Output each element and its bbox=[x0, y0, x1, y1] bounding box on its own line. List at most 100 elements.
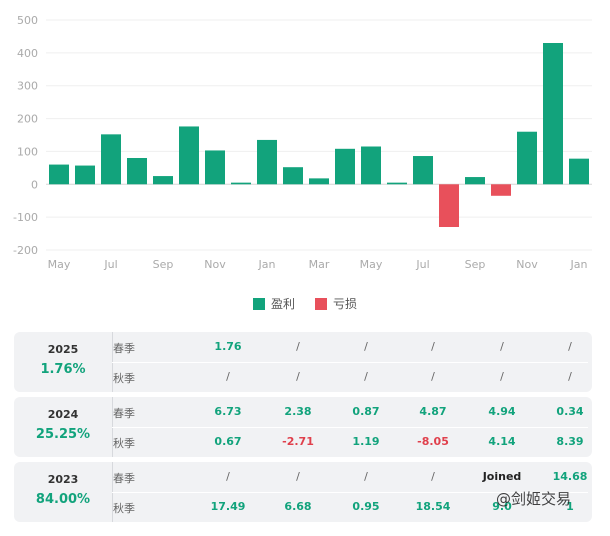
y-tick-label: 200 bbox=[17, 113, 38, 126]
y-tick-label: 100 bbox=[17, 145, 38, 158]
year-card-2025: 2025 1.76% 春季 1.76 / / / / / 秋季 / / / / / / bbox=[14, 332, 592, 392]
bar-profit[interactable] bbox=[517, 131, 537, 185]
bar-profit[interactable] bbox=[543, 43, 563, 185]
divider bbox=[112, 492, 588, 493]
return-cell: 9.0 bbox=[492, 500, 512, 513]
year-summary: 2025 1.76% bbox=[14, 332, 112, 392]
x-tick-label: May bbox=[360, 258, 383, 271]
return-cell: 2.38 bbox=[284, 405, 312, 418]
season-label: 春季 bbox=[113, 407, 135, 420]
return-cell: / bbox=[364, 370, 368, 383]
return-cell: -2.71 bbox=[282, 435, 314, 448]
bar-profit[interactable] bbox=[179, 126, 199, 185]
return-cell: 6.68 bbox=[284, 500, 312, 513]
return-cell: / bbox=[364, 340, 368, 353]
season-label: 春季 bbox=[113, 472, 135, 485]
legend-item-loss[interactable]: 亏损 bbox=[315, 295, 357, 312]
season-label: 秋季 bbox=[113, 502, 135, 515]
season-label: 秋季 bbox=[113, 372, 135, 385]
return-cell: Joined bbox=[482, 470, 522, 483]
return-cell: / bbox=[500, 340, 504, 353]
bar-profit[interactable] bbox=[257, 139, 277, 185]
return-cell: 4.87 bbox=[419, 405, 447, 418]
y-tick-label: -200 bbox=[13, 244, 38, 257]
return-cell: 1 bbox=[566, 500, 574, 513]
bar-profit[interactable] bbox=[127, 158, 147, 185]
x-tick-label: Mar bbox=[309, 258, 330, 271]
year-card-2023: 2023 84.00% 春季 / / / / Joined 14.68 秋季 17.49 6.68 0.… bbox=[14, 462, 592, 522]
return-cell: 4.14 bbox=[488, 435, 516, 448]
return-cell: 1.19 bbox=[352, 435, 380, 448]
return-cell: / bbox=[431, 340, 435, 353]
year-return-percent: 25.25% bbox=[35, 427, 91, 442]
return-cell: / bbox=[568, 340, 572, 353]
legend-item-profit[interactable]: 盈利 bbox=[252, 295, 295, 312]
bar-profit[interactable] bbox=[75, 165, 95, 185]
x-tick-label: Jan bbox=[570, 258, 588, 271]
bar-profit[interactable] bbox=[465, 177, 485, 185]
bar-profit[interactable] bbox=[309, 178, 329, 185]
chart-legend: 盈利 亏损 bbox=[0, 295, 610, 312]
y-tick-label: -100 bbox=[13, 211, 38, 224]
return-cell: 0.34 bbox=[556, 405, 584, 418]
bar-profit[interactable] bbox=[101, 134, 121, 185]
y-tick-label: 0 bbox=[31, 178, 38, 191]
bar-loss[interactable] bbox=[491, 184, 511, 196]
divider bbox=[112, 427, 588, 428]
x-tick-label: Jan bbox=[258, 258, 276, 271]
bar-profit[interactable] bbox=[231, 182, 251, 185]
watermark: @剑姬交易 bbox=[496, 490, 572, 508]
x-tick-label: Nov bbox=[204, 258, 226, 271]
season-row: 春季 6.73 2.38 0.87 4.87 4.94 0.34 bbox=[113, 397, 592, 427]
bar-profit[interactable] bbox=[49, 164, 69, 185]
y-tick-label: 500 bbox=[17, 14, 38, 27]
year-return-percent: 1.76% bbox=[40, 362, 86, 377]
bar-profit[interactable] bbox=[205, 150, 225, 185]
year-label: 2023 bbox=[47, 473, 79, 486]
bar-profit[interactable] bbox=[413, 156, 433, 185]
legend-label-profit: 盈利 bbox=[270, 297, 295, 311]
season-label: 春季 bbox=[113, 342, 135, 355]
legend-label-loss: 亏损 bbox=[333, 297, 358, 311]
return-cell: / bbox=[226, 370, 230, 383]
year-label: 2024 bbox=[47, 408, 79, 421]
bar-profit[interactable] bbox=[387, 182, 407, 185]
x-tick-label: Jul bbox=[103, 258, 117, 271]
return-cell: 14.68 bbox=[552, 470, 588, 483]
x-tick-label: May bbox=[48, 258, 71, 271]
bar-profit[interactable] bbox=[283, 167, 303, 185]
monthly-pnl-bar-chart: 500 400 300 200 100 0 -100 -200 May Jul Sep Nov Jan M… bbox=[13, 14, 592, 271]
return-cell: 8.39 bbox=[556, 435, 584, 448]
year-return-percent: 84.00% bbox=[35, 492, 91, 507]
season-row: 春季 / / / / Joined 14.68 bbox=[113, 462, 592, 492]
legend-swatch-loss bbox=[315, 297, 327, 310]
x-tick-label: Sep bbox=[153, 258, 174, 271]
bar-profit[interactable] bbox=[361, 146, 381, 185]
season-row: 秋季 0.67 -2.71 1.19 -8.05 4.14 8.39 bbox=[113, 427, 592, 457]
bar-profit[interactable] bbox=[153, 176, 173, 185]
bar-loss[interactable] bbox=[439, 184, 459, 227]
return-cell: / bbox=[431, 370, 435, 383]
legend-swatch-profit bbox=[252, 297, 265, 310]
x-tick-label: Nov bbox=[516, 258, 538, 271]
return-cell: 17.49 bbox=[210, 500, 246, 513]
return-cell: / bbox=[226, 470, 230, 483]
x-tick-label: Jul bbox=[415, 258, 429, 271]
return-cell: -8.05 bbox=[417, 435, 449, 448]
divider bbox=[112, 362, 588, 363]
season-row: 秋季 / / / / / / bbox=[113, 362, 592, 392]
return-cell: 1.76 bbox=[214, 340, 242, 353]
year-card-2024: 2024 25.25% 春季 6.73 2.38 0.87 4.87 4.94 0.34 秋季 0.… bbox=[14, 397, 592, 457]
return-cell: / bbox=[431, 470, 435, 483]
x-tick-label: Sep bbox=[465, 258, 486, 271]
return-cell: 0.67 bbox=[214, 435, 242, 448]
bar-profit[interactable] bbox=[569, 158, 589, 185]
y-tick-label: 300 bbox=[17, 80, 38, 93]
return-cell: 0.95 bbox=[352, 500, 380, 513]
return-cell: 18.54 bbox=[415, 500, 451, 513]
bar-profit[interactable] bbox=[335, 148, 355, 185]
year-summary: 2023 84.00% bbox=[14, 462, 112, 522]
return-cell: / bbox=[500, 370, 504, 383]
return-cell: / bbox=[296, 340, 300, 353]
return-cell: 4.94 bbox=[488, 405, 516, 418]
